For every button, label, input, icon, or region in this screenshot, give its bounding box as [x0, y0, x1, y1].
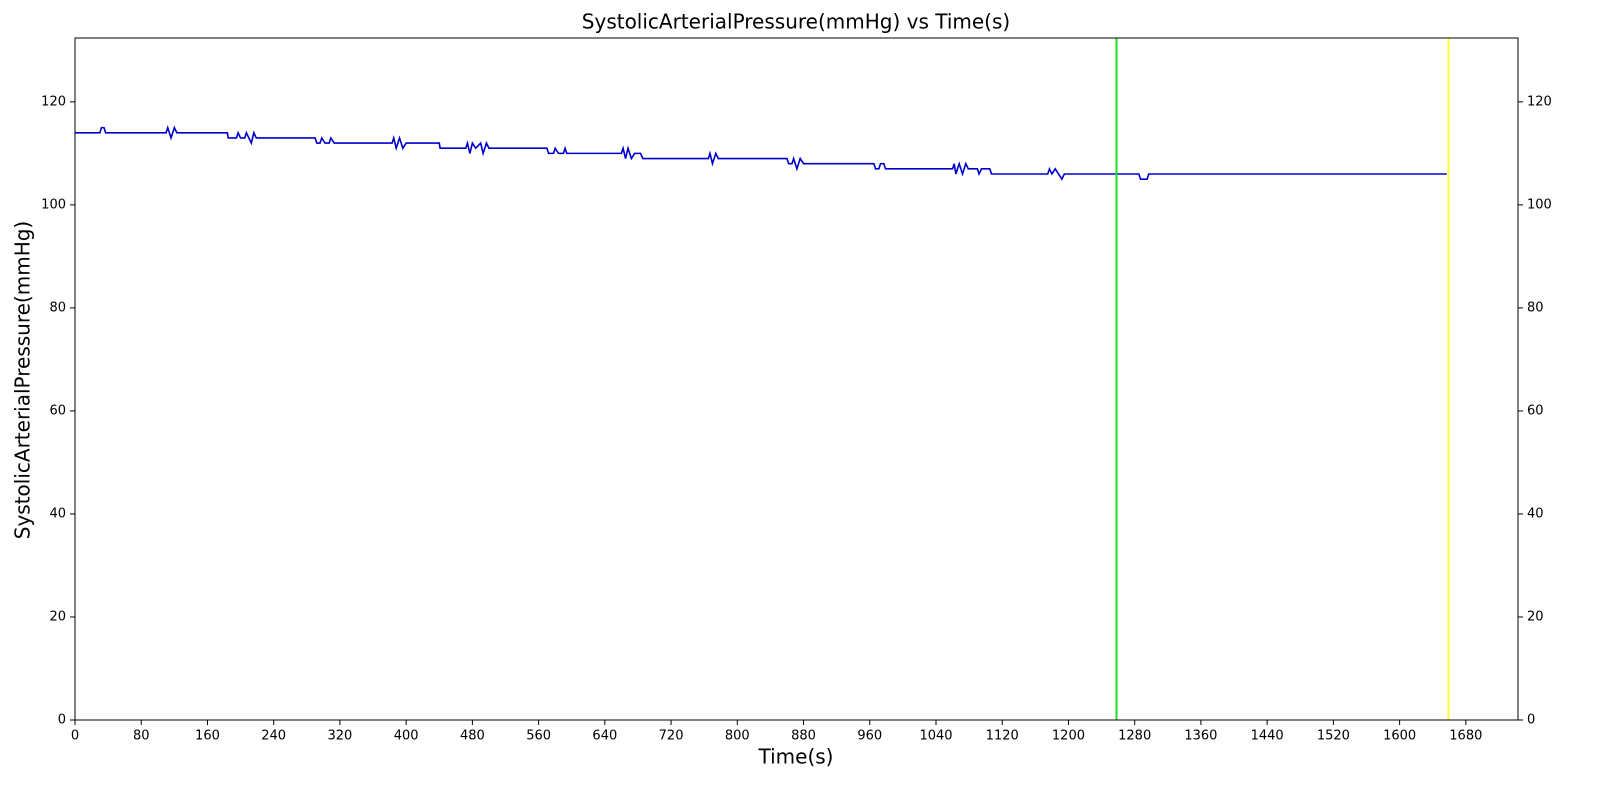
data-line: [75, 125, 1447, 181]
x-tick-label: 1040: [919, 729, 952, 744]
x-tick-label: 880: [791, 729, 816, 744]
y2-tick-label: 100: [1527, 197, 1552, 212]
y-tick-label: 20: [49, 609, 66, 624]
x-tick-label: 480: [460, 729, 485, 744]
y-tick-label: 0: [58, 713, 66, 728]
chart-title: SystolicArterialPressure(mmHg) vs Time(s…: [582, 10, 1010, 34]
x-axis-label: Time(s): [758, 745, 834, 769]
x-tick-label: 960: [857, 729, 882, 744]
y2-tick-label: 40: [1527, 506, 1544, 521]
y2-tick-label: 0: [1527, 713, 1535, 728]
y-axis-label: SystolicArterialPressure(mmHg): [11, 221, 35, 540]
y2-tick-label: 80: [1527, 300, 1544, 315]
y-tick-label: 120: [41, 94, 66, 109]
x-tick-label: 1520: [1317, 729, 1350, 744]
y-tick-label: 40: [49, 506, 66, 521]
y-tick-label: 100: [41, 197, 66, 212]
x-tick-label: 400: [394, 729, 419, 744]
y2-tick-label: 60: [1527, 403, 1544, 418]
plot-frame: [74, 37, 1519, 721]
y-tick-label: 80: [49, 300, 66, 315]
x-tick-label: 0: [71, 729, 79, 744]
x-tick-label: 1440: [1251, 729, 1284, 744]
x-tick-label: 1280: [1118, 729, 1151, 744]
x-tick-label: 240: [261, 729, 286, 744]
x-tick-label: 720: [659, 729, 684, 744]
x-tick-label: 1360: [1184, 729, 1217, 744]
x-tick-label: 1680: [1449, 729, 1482, 744]
x-tick-label: 1200: [1052, 729, 1085, 744]
x-tick-label: 640: [592, 729, 617, 744]
x-tick-label: 800: [725, 729, 750, 744]
x-tick-label: 80: [133, 729, 150, 744]
y2-tick-label: 120: [1527, 94, 1552, 109]
y-tick-label: 60: [49, 403, 66, 418]
x-tick-label: 560: [526, 729, 551, 744]
x-tick-label: 1600: [1383, 729, 1416, 744]
y2-tick-label: 20: [1527, 609, 1544, 624]
x-tick-label: 160: [195, 729, 220, 744]
x-tick-label: 320: [328, 729, 353, 744]
x-tick-label: 1120: [986, 729, 1019, 744]
